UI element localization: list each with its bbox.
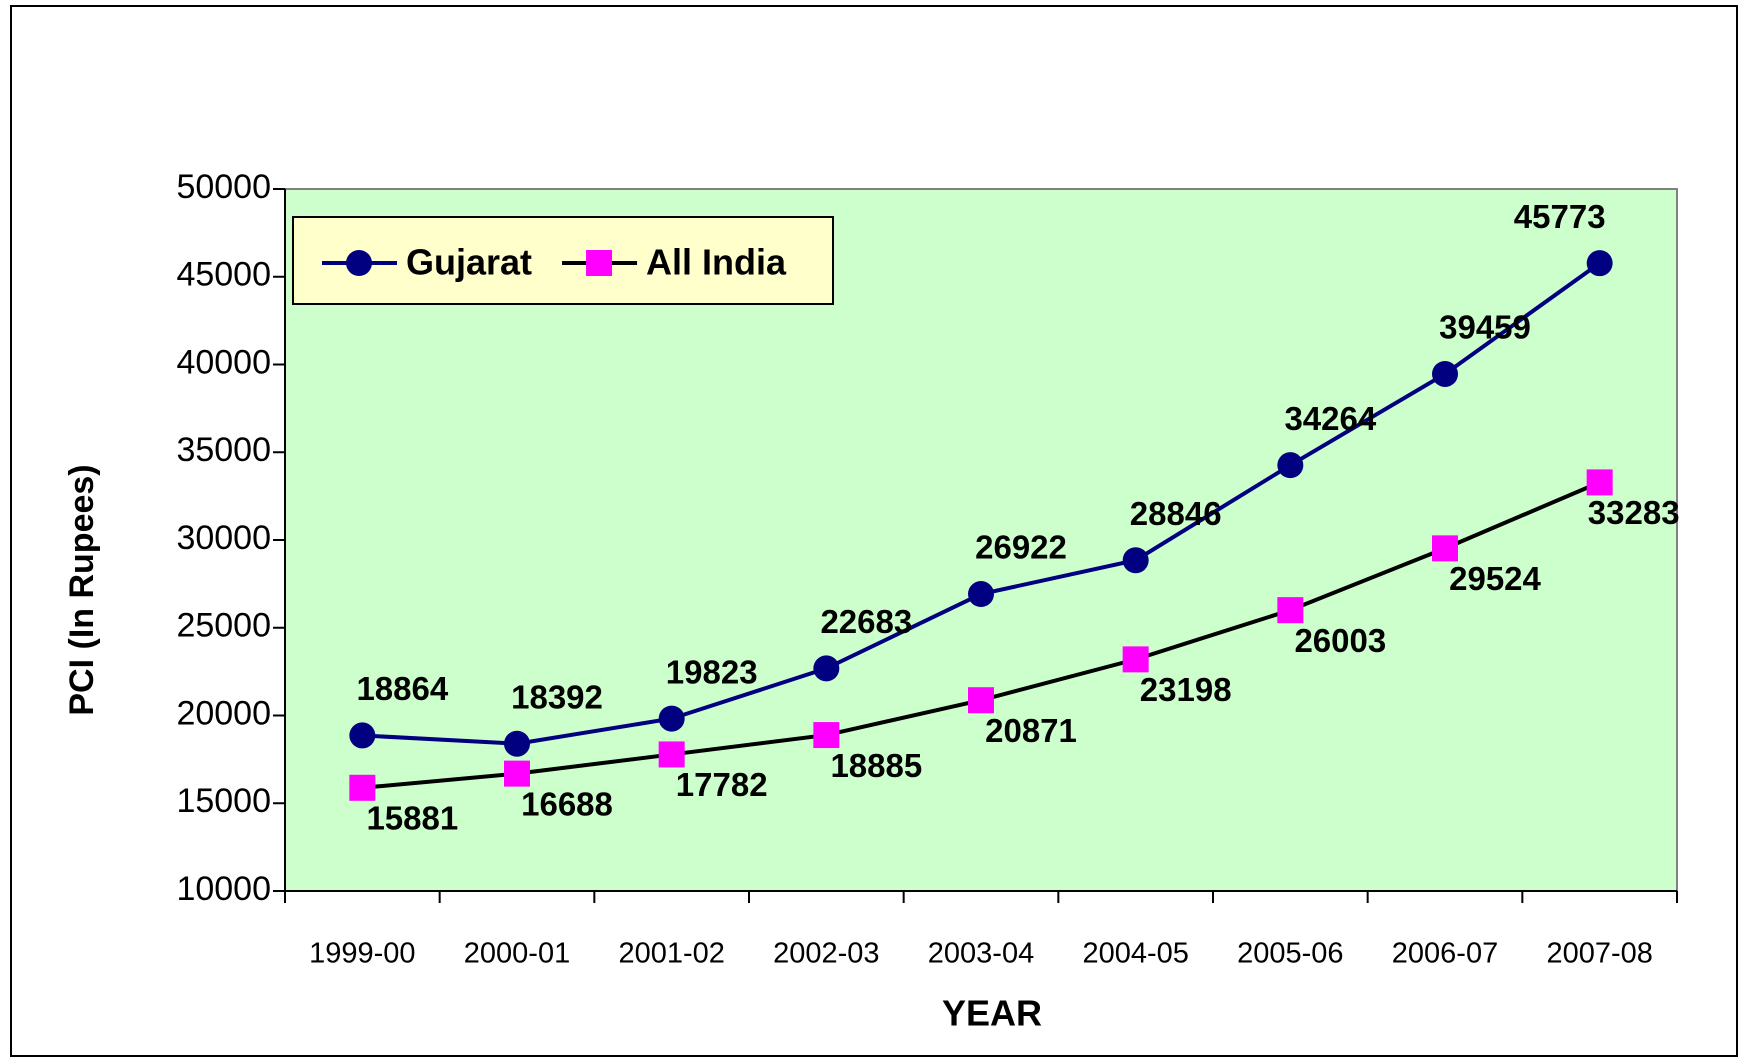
data-label: 17782 [676,766,768,803]
data-point [1586,250,1613,277]
data-label: 22683 [820,603,912,640]
data-label: 29524 [1449,560,1541,597]
data-point [504,730,530,757]
legend-marker [346,250,372,276]
data-point [813,655,840,682]
data-label: 19823 [666,653,758,690]
y-tick-label: 15000 [176,782,271,820]
x-tick-label: 2001-02 [618,938,724,970]
data-point [658,705,685,732]
x-tick-label: 2007-08 [1546,938,1652,970]
x-tick-label: 2003-04 [928,938,1034,970]
y-tick-label: 20000 [176,694,271,732]
y-tick-label: 25000 [176,607,271,645]
y-tick-label: 10000 [176,870,271,908]
data-point [1277,452,1304,479]
data-label: 16688 [521,785,613,822]
data-point [1122,646,1149,673]
data-label: 26922 [975,529,1067,566]
data-point [658,741,685,768]
x-tick-label: 2005-06 [1237,938,1343,970]
x-tick-label: 2006-07 [1392,938,1498,970]
data-label: 18885 [830,747,922,784]
data-point [968,581,994,608]
x-tick-label: 2004-05 [1082,938,1188,970]
data-point [1586,469,1613,496]
y-axis-title: PCI (In Rupees) [63,464,101,715]
legend-label: All India [646,242,787,283]
data-label: 26003 [1294,622,1386,659]
data-point [1432,535,1458,562]
y-tick-label: 40000 [176,343,271,381]
legend-label: Gujarat [406,242,532,283]
data-point [349,774,376,801]
y-tick-label: 35000 [176,431,271,469]
data-label: 39459 [1439,309,1531,346]
data-label: 20871 [985,712,1077,749]
x-tick-label: 2000-01 [464,938,570,970]
legend-marker [586,250,613,276]
data-point [968,687,994,714]
x-tick-label: 2002-03 [773,938,879,970]
data-point [813,722,840,749]
x-axis-title: YEAR [942,993,1042,1034]
data-point [1122,547,1149,574]
data-label: 18392 [511,678,603,715]
data-label: 18864 [356,670,448,707]
data-point [504,760,530,787]
data-label: 45773 [1514,198,1606,235]
legend-box [292,216,834,305]
data-point [349,722,376,749]
y-tick-label: 50000 [176,168,271,206]
y-tick-label: 45000 [176,256,271,294]
data-label: 34264 [1284,400,1376,437]
data-label: 23198 [1140,671,1232,708]
x-tick-label: 1999-00 [309,938,415,970]
y-tick-label: 30000 [176,519,271,557]
data-point [1432,360,1458,387]
data-point [1277,597,1304,624]
data-label: 15881 [366,800,458,837]
data-label: 33283 [1588,494,1680,531]
data-label: 28846 [1130,495,1222,532]
